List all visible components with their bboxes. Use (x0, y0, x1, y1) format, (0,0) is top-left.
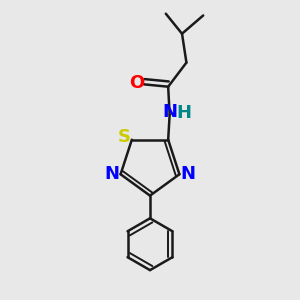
Text: O: O (129, 74, 144, 92)
Text: N: N (180, 165, 195, 183)
Text: S: S (118, 128, 131, 146)
Text: N: N (162, 103, 177, 121)
Text: H: H (176, 104, 191, 122)
Text: N: N (105, 165, 120, 183)
